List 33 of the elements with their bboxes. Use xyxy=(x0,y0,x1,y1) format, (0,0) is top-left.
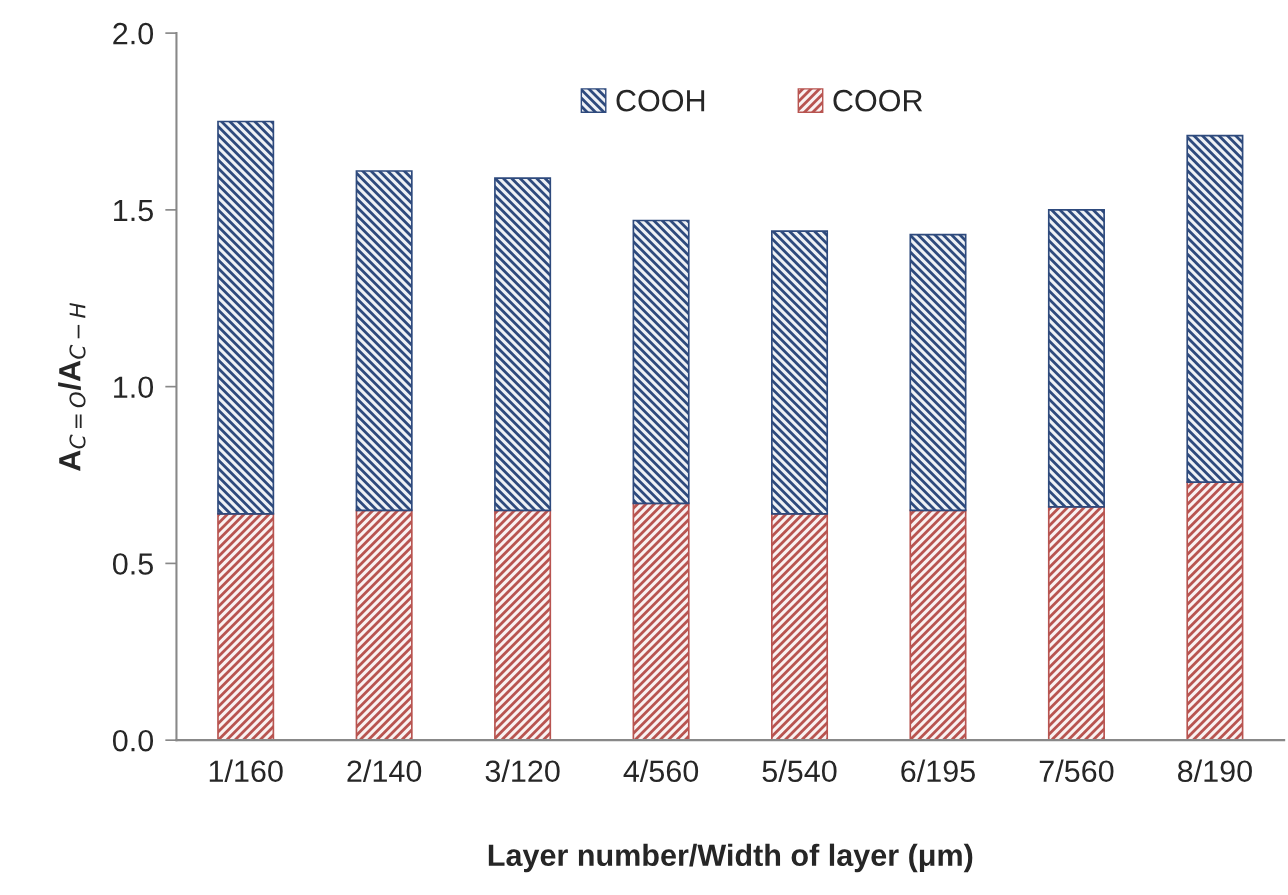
bar xyxy=(1047,209,1105,508)
bar xyxy=(217,120,275,515)
bar xyxy=(355,170,413,512)
x-tick-label: 5/540 xyxy=(762,759,837,783)
y-tick-label: 0.0 xyxy=(112,729,154,752)
bar xyxy=(217,513,275,741)
bar xyxy=(1186,481,1244,741)
bar xyxy=(909,233,967,512)
x-axis-title: Layer number/Width of layer (μm) xyxy=(488,843,973,873)
legend-label: COOR xyxy=(833,89,923,112)
legend-label: COOH xyxy=(616,89,705,112)
bar xyxy=(632,502,690,741)
x-tick-label: 6/195 xyxy=(901,759,975,783)
y-tick-label: 0.5 xyxy=(112,553,153,575)
y-tick-label: 1.5 xyxy=(114,199,153,222)
bar xyxy=(909,509,967,741)
x-tick-label: 8/190 xyxy=(1178,759,1252,783)
x-tick-label: 7/560 xyxy=(1039,759,1114,783)
x-tick-label: 2/140 xyxy=(347,759,422,783)
x-tick-label: 1/160 xyxy=(209,759,283,783)
bar xyxy=(632,219,690,505)
bar xyxy=(770,513,829,741)
bar xyxy=(494,509,552,741)
bar xyxy=(770,230,829,515)
bar xyxy=(1047,506,1105,741)
bar xyxy=(1186,134,1244,483)
x-tick-label: 4/560 xyxy=(623,759,699,783)
y-tick-label: 2.0 xyxy=(113,22,154,45)
bar xyxy=(494,177,552,512)
y-tick-label: 1.0 xyxy=(114,376,154,399)
bar xyxy=(355,509,413,741)
y-axis-title: A$_{C=O}$/A$_{C−H}$ xyxy=(58,302,86,471)
x-tick-label: 3/120 xyxy=(485,759,560,783)
